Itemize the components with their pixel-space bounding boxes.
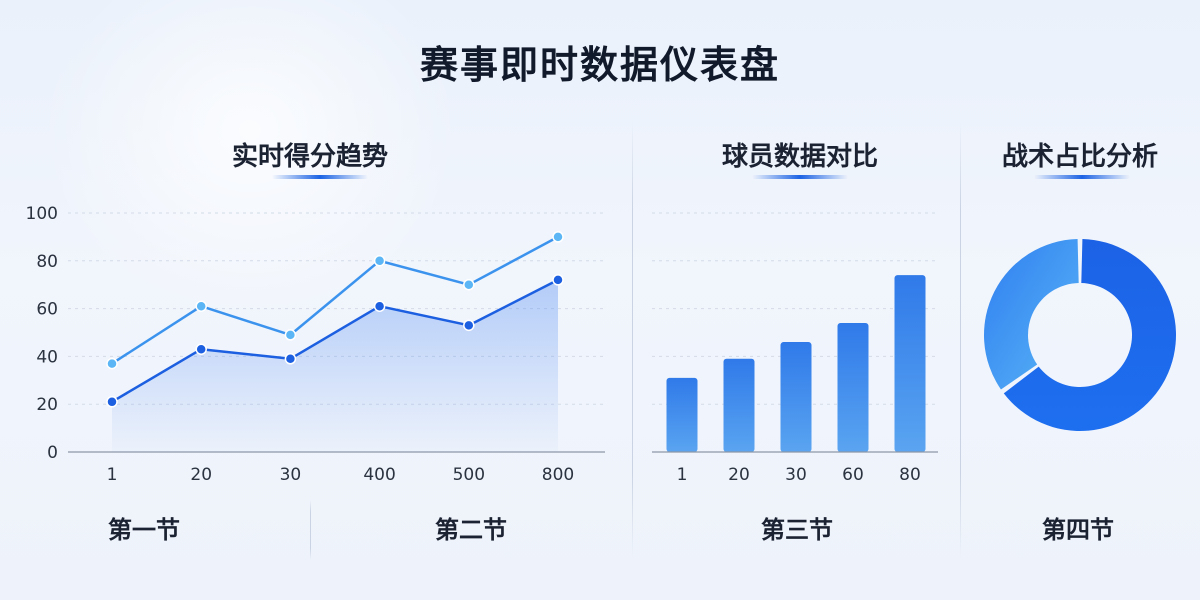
- area-fill: [112, 279, 558, 452]
- series-1-point: [463, 278, 475, 291]
- line-title-underline: [272, 175, 368, 179]
- divider-line-bar: [632, 122, 633, 560]
- y-tick-label: 100: [26, 204, 58, 224]
- x-tick-label: 80: [899, 465, 921, 485]
- x-tick-label: 30: [280, 465, 302, 485]
- donut-slice: [1003, 239, 1176, 431]
- y-tick-label: 60: [36, 300, 58, 320]
- dashboard-title: 赛事即时数据仪表盘: [419, 43, 780, 87]
- donut-title-underline: [1034, 175, 1130, 179]
- bar: [837, 322, 869, 452]
- x-tick-label: 60: [842, 465, 864, 485]
- series-1-point: [106, 357, 118, 370]
- bar: [666, 377, 698, 452]
- x-tick-label: 800: [542, 465, 574, 485]
- series-1-point: [552, 231, 564, 243]
- x-tick-label: 1: [107, 465, 118, 485]
- donut-section-title: 战术占比分析: [1001, 142, 1158, 172]
- bar: [780, 342, 812, 452]
- x-tick-label: 1: [677, 465, 688, 485]
- period-label-2: 第二节: [435, 516, 507, 544]
- x-tick-label: 30: [785, 465, 807, 485]
- y-tick-label: 40: [36, 347, 58, 367]
- x-tick-label: 20: [728, 465, 750, 485]
- x-tick-label: 400: [363, 465, 395, 485]
- divider-bar-donut: [960, 122, 961, 560]
- series-2-point: [552, 274, 564, 286]
- series-2-point: [463, 319, 475, 332]
- series-line-1: [111, 235, 559, 365]
- bar-section-title: 球员数据对比: [721, 142, 878, 172]
- donut-chart: [984, 239, 1176, 431]
- series-1-point: [373, 255, 386, 267]
- period-label-4: 第四节: [1042, 516, 1114, 544]
- series-2-point: [195, 343, 207, 355]
- line-section-title: 实时得分趋势: [231, 142, 388, 172]
- series-1-point: [195, 300, 207, 312]
- series-1-point: [284, 329, 297, 341]
- bar: [894, 275, 926, 452]
- series-line-2: [111, 278, 559, 403]
- y-tick-label: 0: [47, 443, 58, 463]
- x-tick-label: 20: [190, 465, 212, 485]
- series-2-point: [106, 396, 118, 408]
- y-tick-label: 80: [36, 252, 58, 272]
- bar-title-underline: [752, 175, 848, 179]
- series-2-point: [284, 353, 297, 365]
- bar-chart: 1 20 30 60 80: [652, 212, 938, 485]
- divider-period-1-2: [310, 500, 311, 560]
- x-tick-label: 500: [453, 465, 485, 485]
- bar: [723, 358, 755, 452]
- period-label-1: 第一节: [108, 516, 180, 544]
- series-2-point: [373, 300, 386, 312]
- donut-slice: [984, 239, 1079, 390]
- period-label-3: 第三节: [761, 516, 833, 544]
- y-tick-label: 20: [36, 395, 58, 415]
